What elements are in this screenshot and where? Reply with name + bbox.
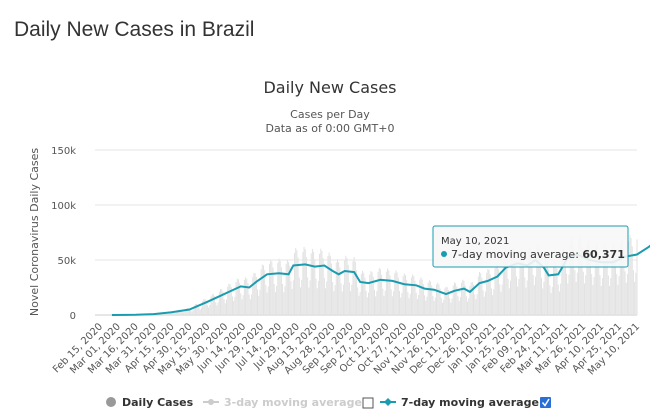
chart-subtitle-2: Data as of 0:00 GMT+0: [266, 122, 395, 135]
y-axis-label: Novel Coronavirus Daily Cases: [28, 148, 41, 316]
chart-subtitle: Cases per Day: [290, 108, 370, 121]
tooltip-marker: [441, 251, 447, 257]
svg-text:Daily Cases: Daily Cases: [122, 396, 194, 409]
y-tick-label: 0: [70, 311, 76, 322]
tooltip-date: May 10, 2021: [441, 236, 509, 247]
legend-7-day-average[interactable]: 7-day moving average: [380, 396, 539, 409]
y-tick-label: 150k: [51, 146, 76, 157]
chart-title: Daily New Cases: [263, 78, 396, 97]
svg-text:7-day moving average: 7-day moving average: [401, 396, 539, 409]
page-title: Daily New Cases in Brazil: [14, 18, 255, 41]
7-day-average-line: [111, 244, 650, 316]
svg-text:3-day moving average: 3-day moving average: [224, 396, 362, 409]
legend-daily-cases[interactable]: Daily Cases: [106, 396, 194, 409]
tooltip-text: 7-day moving average: 60,371: [451, 248, 625, 261]
tooltip: May 10, 2021 7-day moving average: 60,37…: [432, 225, 629, 268]
legend-3-day-average[interactable]: 3-day moving average: [203, 396, 362, 409]
y-tick-label: 50k: [57, 256, 76, 267]
checkbox-3-day-average[interactable]: [362, 397, 374, 409]
checkbox-7-day-average[interactable]: [540, 397, 551, 408]
y-tick-label: 100k: [51, 201, 76, 212]
legend: Daily Cases 3-day moving average 7-day m…: [106, 396, 551, 409]
